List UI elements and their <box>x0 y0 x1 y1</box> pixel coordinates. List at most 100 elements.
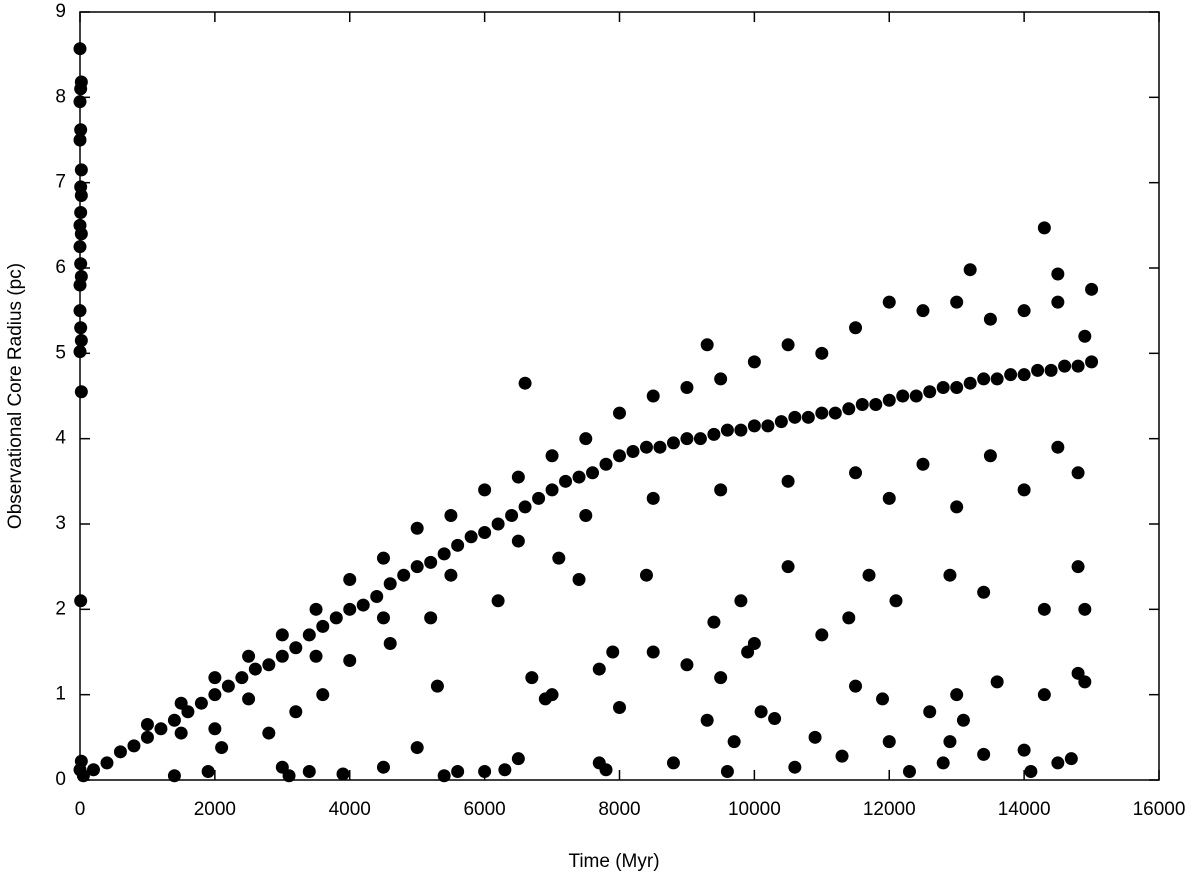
point <box>545 688 559 702</box>
point <box>950 500 964 514</box>
point <box>720 423 734 437</box>
point <box>410 521 424 535</box>
point <box>1037 688 1051 702</box>
point <box>815 346 829 360</box>
point <box>842 402 856 416</box>
x-tick-label: 12000 <box>863 799 916 820</box>
point <box>916 304 930 318</box>
x-tick-label: 10000 <box>728 799 781 820</box>
point <box>653 440 667 454</box>
x-tick-label: 16000 <box>1133 799 1186 820</box>
point <box>909 389 923 403</box>
point <box>714 671 728 685</box>
point <box>74 257 88 271</box>
point <box>747 636 761 650</box>
point <box>613 700 626 714</box>
point <box>74 163 88 177</box>
point <box>626 444 640 458</box>
point <box>943 568 957 582</box>
point <box>646 645 660 659</box>
point <box>727 735 741 749</box>
point <box>73 42 87 56</box>
point <box>376 611 390 625</box>
point <box>154 722 168 736</box>
point <box>1064 752 1078 766</box>
point <box>747 355 761 369</box>
point <box>923 705 937 719</box>
point <box>876 692 890 706</box>
point <box>532 491 546 505</box>
point <box>842 611 856 625</box>
point <box>639 440 653 454</box>
point <box>943 735 957 749</box>
point <box>902 764 916 778</box>
point <box>74 321 88 335</box>
point <box>714 483 728 497</box>
point <box>956 713 970 727</box>
plot-frame <box>79 11 1160 781</box>
point <box>424 611 438 625</box>
y-axis-label: Observational Core Radius (pc) <box>5 263 26 529</box>
point <box>140 718 154 732</box>
point <box>370 590 384 604</box>
point <box>167 769 181 783</box>
point <box>1044 363 1058 377</box>
point <box>511 534 525 548</box>
point <box>437 769 451 783</box>
point <box>383 577 397 591</box>
point <box>889 594 903 608</box>
point <box>113 745 127 759</box>
point <box>747 419 761 433</box>
x-tick-label: 8000 <box>598 799 640 820</box>
x-tick-label: 4000 <box>329 799 371 820</box>
point <box>73 95 87 109</box>
point <box>76 769 90 783</box>
point <box>410 741 424 755</box>
point <box>74 334 88 348</box>
point <box>74 385 88 399</box>
point <box>680 432 694 446</box>
point <box>262 726 276 740</box>
point <box>552 551 566 565</box>
point <box>599 763 613 777</box>
point <box>707 615 721 629</box>
point <box>774 415 788 429</box>
point <box>950 688 964 702</box>
y-tick-label: 3 <box>55 513 66 534</box>
point <box>666 756 680 770</box>
x-tick-label: 2000 <box>194 799 236 820</box>
point <box>781 474 795 488</box>
point <box>849 321 863 335</box>
point <box>478 526 492 540</box>
point <box>208 671 222 685</box>
point <box>302 764 316 778</box>
point <box>761 419 775 433</box>
y-tick-label: 5 <box>55 342 66 363</box>
point <box>639 568 653 582</box>
point <box>478 483 492 497</box>
point <box>700 338 714 352</box>
point <box>282 769 296 783</box>
point <box>572 470 586 484</box>
point <box>491 517 505 531</box>
point <box>505 508 519 522</box>
point <box>1037 221 1051 235</box>
point <box>1071 466 1085 480</box>
point <box>262 658 276 672</box>
point <box>525 671 539 685</box>
point <box>1037 602 1051 616</box>
point <box>613 449 626 463</box>
point <box>646 491 660 505</box>
point <box>586 466 600 480</box>
point <box>754 705 768 719</box>
point <box>680 658 694 672</box>
point <box>666 436 680 450</box>
point <box>491 594 505 608</box>
point <box>788 410 802 424</box>
point <box>734 594 748 608</box>
point <box>977 585 991 599</box>
point <box>869 398 883 412</box>
x-axis-label: Time (Myr) <box>568 851 659 872</box>
point <box>73 133 87 147</box>
point <box>606 645 620 659</box>
